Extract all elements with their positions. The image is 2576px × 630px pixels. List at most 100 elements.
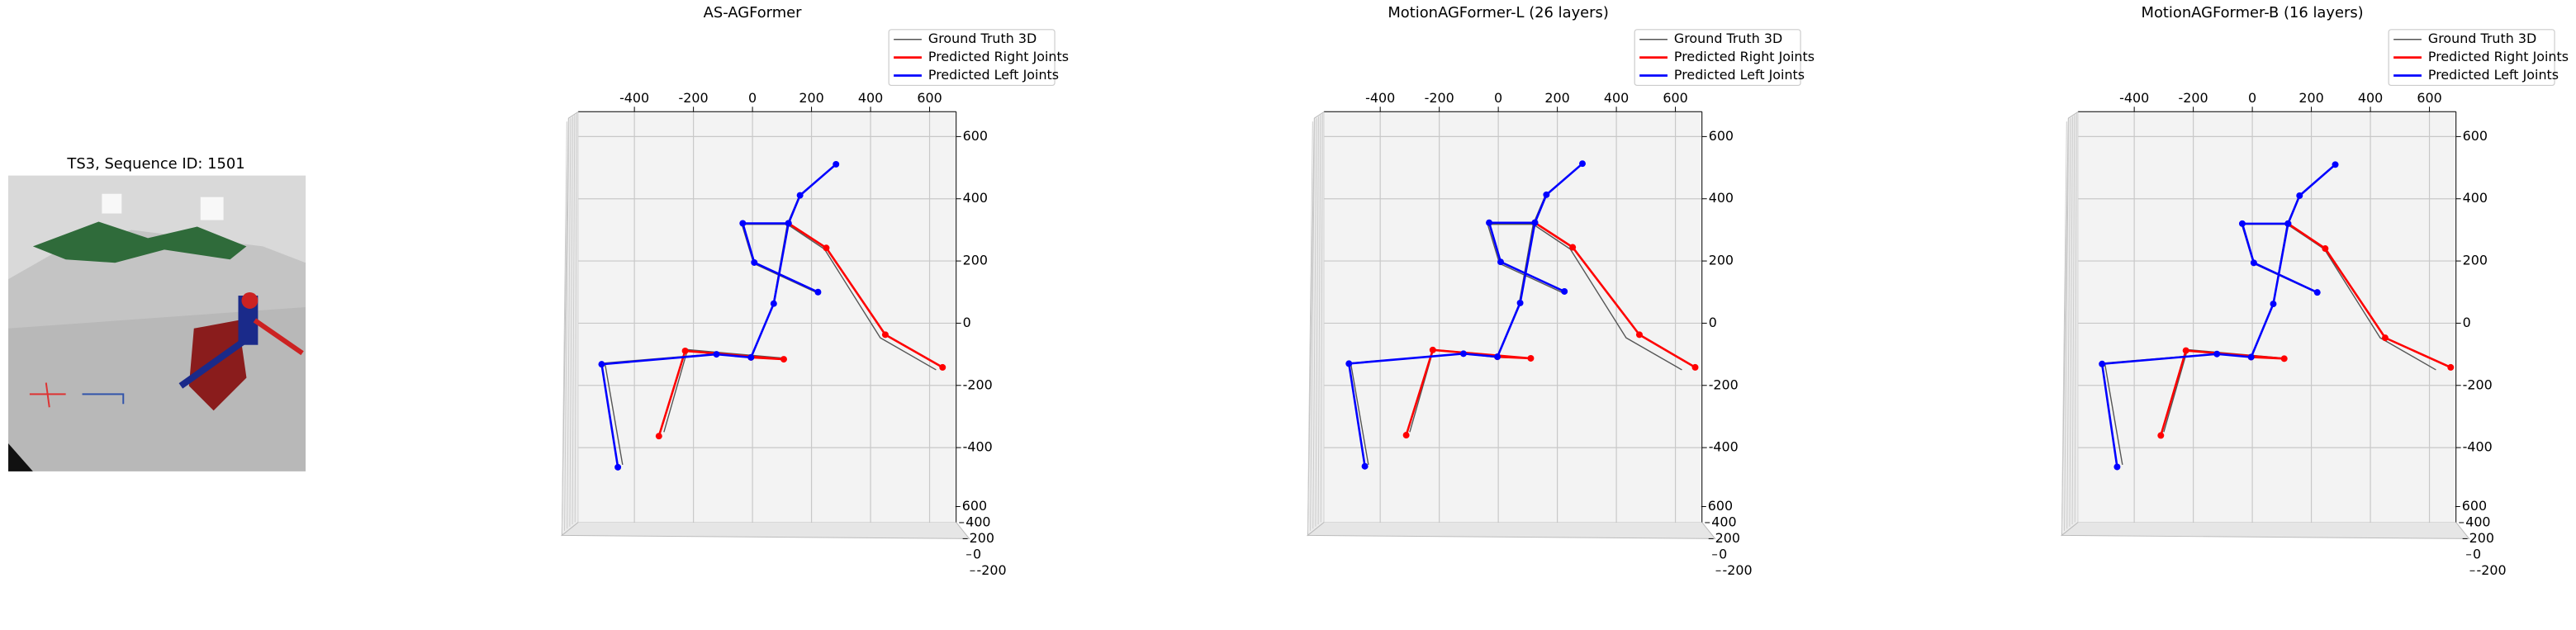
left-pane-line xyxy=(2074,113,2077,523)
joint xyxy=(751,258,758,266)
x-tick-label: 0 xyxy=(748,90,757,106)
left-pane-line xyxy=(1317,115,1321,525)
left-pane-line xyxy=(1320,113,1323,523)
floor-pane xyxy=(1306,522,1716,539)
y-tick-label: 600 xyxy=(963,128,988,144)
joint xyxy=(1569,244,1577,251)
joint xyxy=(1429,346,1436,353)
chart-panel: -400 -200 0 200 400 6006004002000-200-4006004… xyxy=(2060,4,2569,578)
photo-person xyxy=(241,292,259,309)
left-pane-line xyxy=(564,120,570,531)
photo-chair xyxy=(188,320,247,411)
z-tick-label: 400 xyxy=(965,514,990,529)
z-tick-label: -200 xyxy=(2476,562,2506,578)
joint xyxy=(2296,192,2303,199)
left-pane-line xyxy=(2064,120,2070,531)
left-pane-line xyxy=(567,118,572,529)
joint xyxy=(681,347,689,354)
x-tick-label: 200 xyxy=(1544,90,1569,106)
legend-label: Ground Truth 3D xyxy=(1674,31,1782,46)
photo-mark xyxy=(45,382,50,408)
joint xyxy=(1543,191,1550,198)
photo-cloth xyxy=(32,221,247,263)
legend-box xyxy=(888,29,1056,87)
skeleton-line xyxy=(600,163,837,468)
legend-label: Predicted Left Joints xyxy=(928,67,1059,83)
x-tick-label: -200 xyxy=(2179,90,2208,106)
joint xyxy=(1494,353,1501,361)
joint xyxy=(747,353,755,361)
y-tick-label: -200 xyxy=(2463,377,2493,392)
joint xyxy=(1486,219,1493,226)
joint xyxy=(881,331,889,339)
z-tick-label: 0 xyxy=(973,546,981,561)
x-tick-label: 600 xyxy=(2417,90,2441,106)
joint xyxy=(739,220,747,227)
legend-box xyxy=(1634,29,1801,87)
y-tick-label: 200 xyxy=(2463,253,2488,268)
photo-light xyxy=(200,197,224,220)
left-pane-line xyxy=(2071,115,2076,525)
z-tick-label: 0 xyxy=(2473,546,2481,561)
y-tick-label: 0 xyxy=(1709,315,1717,330)
chart-title: AS-AGFormer xyxy=(704,4,803,21)
y-tick-label: 600 xyxy=(2463,128,2488,144)
joint xyxy=(814,288,822,296)
joint xyxy=(1516,299,1524,306)
legend-label: Predicted Right Joints xyxy=(928,49,1069,64)
photo-person xyxy=(253,318,304,356)
z-tick-label: 200 xyxy=(1715,530,1740,546)
legend-label: Predicted Left Joints xyxy=(1674,67,1805,83)
left-pane-line xyxy=(572,115,576,525)
y-tick-label: -400 xyxy=(963,439,993,455)
joint xyxy=(2213,350,2221,358)
left-pane-line xyxy=(2066,118,2071,529)
joint xyxy=(2113,463,2121,471)
joint xyxy=(1402,432,1410,439)
x-tick-label: 400 xyxy=(2358,90,2383,106)
left-pane-line xyxy=(2069,116,2073,527)
joint xyxy=(939,363,946,371)
joint xyxy=(2332,161,2339,168)
photo-person xyxy=(178,339,245,389)
left-pane-line xyxy=(1312,118,1317,529)
joint xyxy=(1361,462,1369,470)
joint xyxy=(2381,334,2389,342)
legend-label: Ground Truth 3D xyxy=(2428,31,2536,46)
legend-label: Ground Truth 3D xyxy=(928,31,1037,46)
joint xyxy=(2280,355,2288,362)
joint xyxy=(1561,288,1568,295)
z-tick-label: -200 xyxy=(976,562,1006,578)
z-tick-label: 400 xyxy=(2465,514,2490,529)
floor-pane xyxy=(2060,522,2470,539)
joint xyxy=(770,300,777,307)
x-tick-label: 600 xyxy=(917,90,942,106)
skeleton-line xyxy=(1347,163,1583,467)
y-tick-label: 200 xyxy=(1709,253,1734,268)
joint xyxy=(1459,350,1467,358)
joint xyxy=(1635,331,1643,339)
joint xyxy=(655,433,662,440)
z-tick-label: 200 xyxy=(970,530,994,546)
joint xyxy=(1579,160,1586,168)
z-tick-label: 600 xyxy=(962,498,987,514)
joint xyxy=(2322,245,2329,252)
joint xyxy=(1691,363,1699,371)
left-pane-line xyxy=(1315,116,1319,527)
joint xyxy=(1531,219,1539,226)
x-tick-label: 600 xyxy=(1663,90,1687,106)
photo-light xyxy=(102,193,122,214)
y-tick-label: 0 xyxy=(963,315,971,330)
y-tick-label: -200 xyxy=(1709,377,1739,392)
legend-box xyxy=(2388,29,2555,87)
joint xyxy=(823,244,830,252)
joint xyxy=(1527,355,1535,362)
x-tick-label: -200 xyxy=(1425,90,1454,106)
joint xyxy=(2250,259,2257,267)
z-tick-label: 400 xyxy=(1711,514,1736,529)
x-tick-label: 400 xyxy=(858,90,883,106)
skeleton-line xyxy=(1405,221,1696,436)
y-tick-label: -200 xyxy=(963,377,993,392)
y-tick-label: 400 xyxy=(2463,190,2488,206)
joint xyxy=(785,220,792,227)
